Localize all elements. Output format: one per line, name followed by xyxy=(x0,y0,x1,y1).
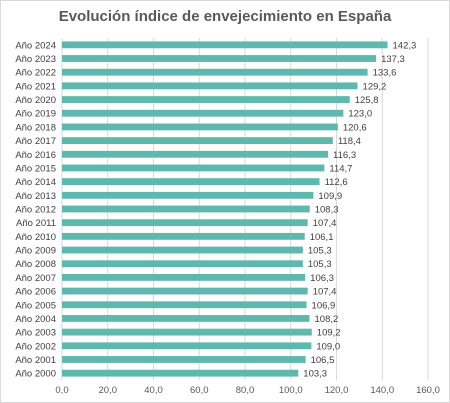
data-label: 105,3 xyxy=(308,259,332,270)
bar xyxy=(62,137,333,145)
bar xyxy=(62,96,350,103)
x-tick-label: 120,0 xyxy=(325,385,349,396)
bar xyxy=(62,109,344,117)
data-label: 123,0 xyxy=(348,109,372,120)
x-tick-label: 40,0 xyxy=(144,385,163,396)
data-label: 133,6 xyxy=(373,68,397,79)
category-label: Año 2005 xyxy=(15,300,56,311)
bar xyxy=(62,68,368,76)
category-label: Año 2018 xyxy=(15,122,56,133)
category-label: Año 2012 xyxy=(15,205,56,216)
category-label: Año 2006 xyxy=(15,287,56,298)
category-label: Año 2023 xyxy=(15,54,56,65)
category-label: Año 2014 xyxy=(15,177,56,188)
bar xyxy=(62,356,306,363)
bar xyxy=(62,219,308,227)
data-label: 142,3 xyxy=(393,40,417,51)
bar xyxy=(62,260,303,268)
chart-title: Evolución índice de envejecimiento en Es… xyxy=(58,8,392,25)
data-label: 112,6 xyxy=(325,177,348,188)
bar xyxy=(62,315,310,322)
bar xyxy=(62,369,299,377)
bar xyxy=(62,55,377,62)
bar xyxy=(62,287,308,295)
x-tick-label: 160,0 xyxy=(416,385,440,396)
bar xyxy=(62,205,310,213)
x-tick-label: 60,0 xyxy=(190,385,209,396)
bar xyxy=(62,178,320,186)
category-label: Año 2003 xyxy=(15,328,56,339)
data-label: 107,4 xyxy=(313,287,337,298)
data-label: 137,3 xyxy=(381,54,405,65)
bar xyxy=(62,301,307,309)
category-label: Año 2000 xyxy=(15,369,56,380)
bar xyxy=(62,123,338,131)
data-label: 106,5 xyxy=(311,355,335,366)
category-label: Año 2008 xyxy=(15,259,56,270)
bar xyxy=(62,41,388,49)
data-label: 116,3 xyxy=(333,150,356,161)
category-label: Año 2004 xyxy=(15,314,56,325)
category-label: Año 2011 xyxy=(16,218,56,229)
data-label: 107,4 xyxy=(313,218,337,229)
data-label: 109,0 xyxy=(316,341,340,352)
category-label: Año 2017 xyxy=(15,136,56,147)
x-tick-label: 0,0 xyxy=(55,385,68,396)
category-label: Año 2002 xyxy=(15,341,56,352)
data-label: 125,8 xyxy=(355,95,379,106)
data-label: 120,6 xyxy=(343,122,367,133)
bar xyxy=(62,150,329,158)
category-label: Año 2016 xyxy=(15,150,56,161)
bar xyxy=(62,82,358,90)
data-label: 114,7 xyxy=(329,163,352,174)
category-label: Año 2024 xyxy=(15,40,56,51)
category-label: Año 2020 xyxy=(15,95,56,106)
x-tick-label: 140,0 xyxy=(370,385,394,396)
data-label: 106,3 xyxy=(310,273,334,284)
category-label: Año 2022 xyxy=(15,68,56,79)
category-label: Año 2001 xyxy=(15,355,56,366)
category-label: Año 2009 xyxy=(15,246,56,257)
data-label: 106,9 xyxy=(312,300,336,311)
data-label: 108,2 xyxy=(315,314,339,325)
data-label: 103,3 xyxy=(303,369,327,380)
data-label: 109,2 xyxy=(317,328,341,339)
category-label: Año 2019 xyxy=(15,109,56,120)
category-label: Año 2013 xyxy=(15,191,56,202)
category-label: Año 2015 xyxy=(15,163,56,174)
bar xyxy=(62,246,303,254)
category-label: Año 2007 xyxy=(15,273,56,284)
bar xyxy=(62,232,305,240)
data-label: 129,2 xyxy=(363,81,387,92)
x-tick-label: 80,0 xyxy=(236,385,255,396)
category-label: Año 2021 xyxy=(15,81,56,92)
data-label: 118,4 xyxy=(338,136,361,147)
category-label: Año 2010 xyxy=(15,232,56,243)
bar xyxy=(62,273,306,281)
bar xyxy=(62,342,312,350)
data-label: 109,9 xyxy=(318,191,342,202)
bar xyxy=(62,328,312,336)
x-tick-label: 20,0 xyxy=(99,385,118,396)
data-label: 106,1 xyxy=(310,232,334,243)
bar xyxy=(62,191,314,199)
data-label: 105,3 xyxy=(308,246,332,257)
bar xyxy=(62,164,325,172)
data-label: 108,3 xyxy=(315,205,339,216)
x-tick-label: 100,0 xyxy=(279,385,303,396)
